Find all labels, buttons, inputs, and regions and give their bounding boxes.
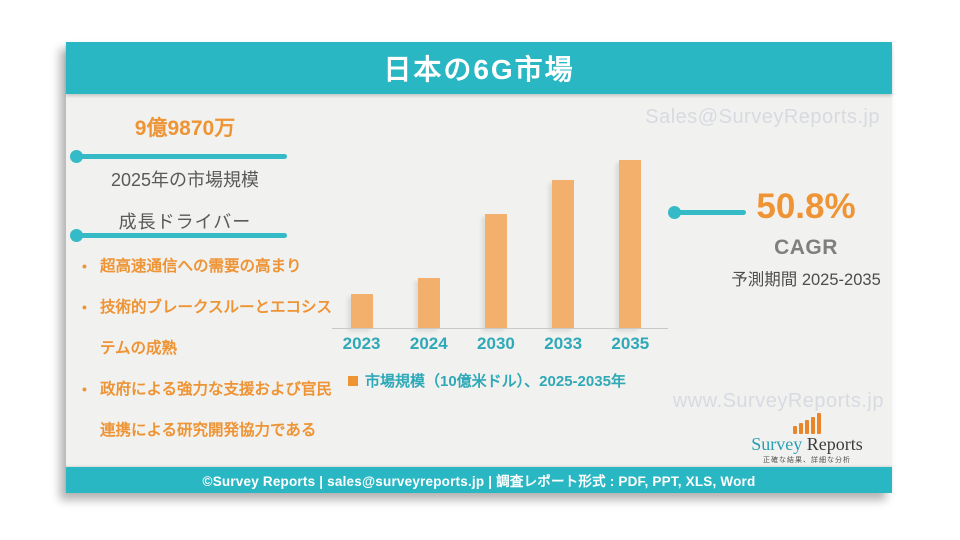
tick-label-2033: 2033 [544, 334, 583, 353]
x-axis-tick-labels: 2023 2024 2030 2033 2035 [328, 334, 664, 354]
growth-driver-item: 政府による強力な支援および官民 連携による研究開発協力である [80, 369, 345, 451]
logo-wordmark: Survey Reports [732, 434, 882, 454]
logo-word-primary: Survey [751, 434, 803, 454]
stat-divider-line [70, 150, 287, 163]
bar-2030 [484, 214, 507, 328]
logo-bars-icon [732, 412, 882, 434]
tick-label-2024: 2024 [409, 334, 448, 353]
logo-tagline: 正確な結果、詳細な分析 [763, 457, 851, 464]
tick-label-2023: 2023 [342, 334, 381, 353]
logo-word-secondary: Reports [806, 434, 863, 454]
market-size-label: 2025年の市場規模 [110, 170, 260, 190]
watermark-website: www.SurveyReports.jp [672, 390, 884, 412]
legend-swatch-icon [348, 375, 358, 386]
slide-footer-band: ©Survey Reports | sales@surveyreports.jp… [66, 467, 892, 493]
bar-2024 [417, 278, 440, 328]
bar-chart-bars [328, 152, 664, 328]
x-axis-line [332, 328, 668, 329]
cagr-value: 50.8% [756, 187, 856, 226]
growth-driver-item: 超高速通信への需要の高まり [80, 246, 345, 287]
tick-label-2035: 2035 [611, 334, 650, 353]
tick-label-2030: 2030 [477, 334, 515, 353]
cagr-forecast-period: 予測期間 2025-2035 [731, 271, 881, 289]
slide-title: 日本の6G市場 [383, 54, 575, 85]
growth-drivers-list: 超高速通信への需要の高まり技術的ブレークスルーとエコシス テムの成熟政府による強… [80, 246, 345, 451]
survey-reports-logo: Survey Reports 正確な結果、詳細な分析 [732, 412, 882, 465]
cagr-pointer-dot-icon [668, 206, 681, 219]
legend-label: 市場規模（10億米ドル）、2025-2035年 [365, 373, 626, 390]
bar-2023 [350, 294, 373, 328]
cagr-pointer-line [668, 206, 746, 219]
bar-2033 [552, 180, 575, 328]
report-slide: 日本の6G市場 Sales@SurveyReports.jp 9億9870万 2… [66, 42, 892, 493]
bar-chart [328, 152, 664, 328]
chart-legend: 市場規模（10億米ドル）、2025-2035年 [348, 370, 626, 391]
market-size-value: 9億9870万 [134, 117, 236, 140]
growth-drivers-heading: 成長ドライバー [118, 212, 252, 232]
stat-divider-dot-icon [70, 150, 83, 163]
drivers-divider-line [70, 229, 287, 242]
cagr-label: CAGR [774, 236, 838, 259]
bar-2035 [619, 160, 642, 328]
slide-header-band: 日本の6G市場 [66, 42, 892, 94]
footer-contact-text: ©Survey Reports | sales@surveyreports.jp… [202, 474, 756, 489]
watermark-sales-email: Sales@SurveyReports.jp [645, 106, 880, 128]
growth-driver-item: 技術的ブレークスルーとエコシス テムの成熟 [80, 287, 345, 369]
drivers-divider-dot-icon [70, 229, 83, 242]
